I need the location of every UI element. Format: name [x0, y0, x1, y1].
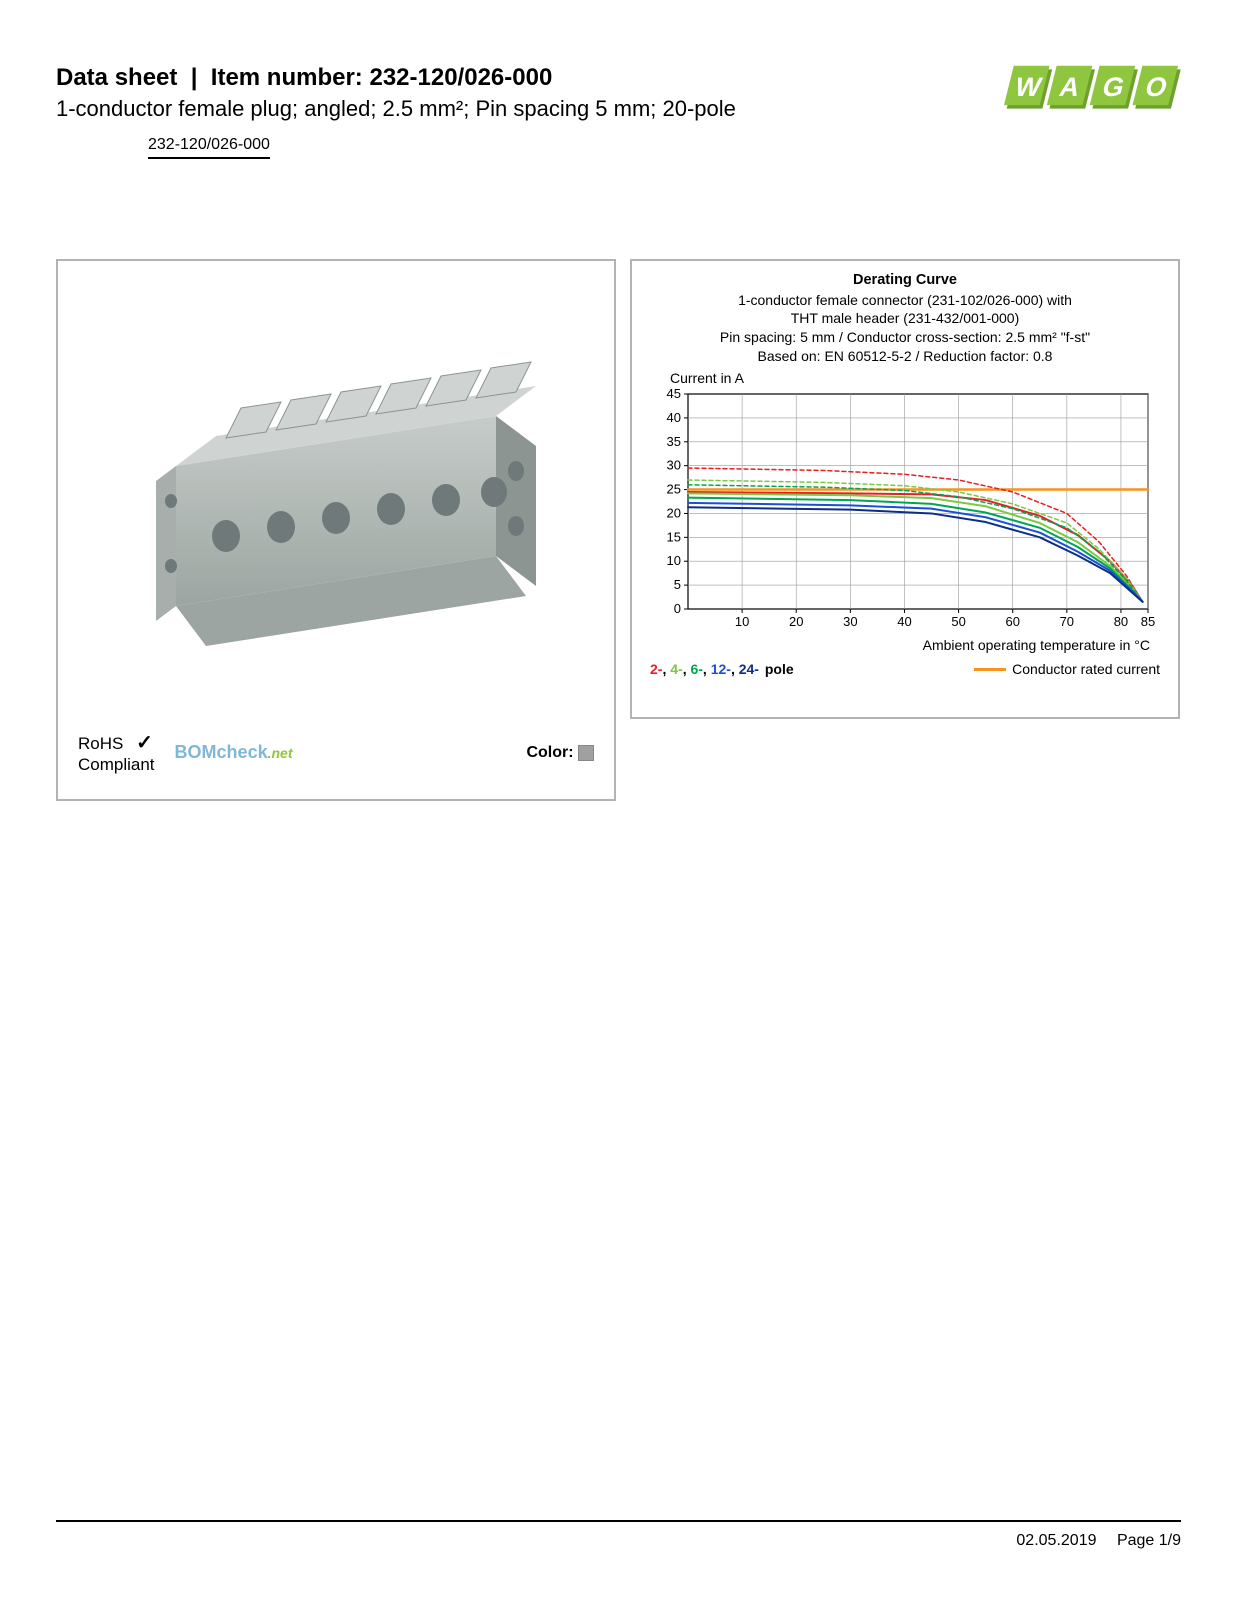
legend-suffix: pole: [765, 661, 794, 677]
chart-sub1: 1-conductor female connector (231-102/02…: [650, 291, 1160, 310]
svg-text:20: 20: [789, 614, 803, 629]
rated-label: Conductor rated current: [1012, 661, 1160, 677]
svg-text:5: 5: [674, 577, 681, 592]
subtitle: 1-conductor female plug; angled; 2.5 mm²…: [56, 96, 1001, 122]
item-number-label: Item number:: [211, 64, 363, 91]
svg-text:25: 25: [667, 482, 681, 497]
legend-2: 2-: [650, 661, 662, 677]
check-text: check: [217, 742, 268, 762]
footer-date: 02.05.2019: [1016, 1532, 1096, 1549]
chart-sub4: Based on: EN 60512-5-2 / Reduction facto…: [650, 347, 1160, 366]
title-line: Data sheet | Item number: 232-120/026-00…: [56, 64, 1001, 92]
svg-text:85: 85: [1141, 614, 1155, 629]
svg-text:80: 80: [1114, 614, 1128, 629]
legend-row: 2-, 4-, 6-, 12-, 24- pole Conductor rate…: [650, 661, 1160, 677]
svg-text:20: 20: [667, 506, 681, 521]
derating-chart: 0 5 10 15 20 25 30 35 40 45 10 20 30 40 50 60 70 80 85: [650, 388, 1160, 633]
legend-rated: Conductor rated current: [974, 661, 1160, 677]
legend-6: 6-: [690, 661, 702, 677]
svg-text:10: 10: [735, 614, 749, 629]
legend-12: 12-: [711, 661, 731, 677]
svg-text:40: 40: [897, 614, 911, 629]
color-label-block: Color:: [526, 744, 594, 762]
footer-page: Page 1/9: [1117, 1532, 1181, 1549]
legend-4: 4-: [670, 661, 682, 677]
data-sheet-label: Data sheet: [56, 64, 177, 91]
svg-text:30: 30: [843, 614, 857, 629]
svg-text:0: 0: [674, 601, 681, 616]
rohs-label: RoHS: [78, 734, 123, 753]
svg-text:50: 50: [951, 614, 965, 629]
product-image: [78, 301, 594, 691]
header-text-block: Data sheet | Item number: 232-120/026-00…: [56, 64, 1001, 159]
svg-text:40: 40: [667, 410, 681, 425]
x-axis-label: Ambient operating temperature in °C: [650, 637, 1160, 653]
rated-line-icon: [974, 668, 1006, 671]
svg-text:60: 60: [1005, 614, 1019, 629]
svg-text:10: 10: [667, 553, 681, 568]
svg-text:45: 45: [667, 388, 681, 401]
svg-text:35: 35: [667, 434, 681, 449]
bomcheck-logo: BOMcheck.net: [175, 742, 293, 763]
panels-row: RoHS ✓ Compliant BOMcheck.net Color: Der…: [0, 259, 1237, 801]
part-link[interactable]: 232-120/026-000: [148, 136, 270, 159]
chart-sub2: THT male header (231-432/001-000): [650, 309, 1160, 328]
product-panel: RoHS ✓ Compliant BOMcheck.net Color:: [56, 259, 616, 801]
page-header: Data sheet | Item number: 232-120/026-00…: [0, 0, 1237, 159]
chart-title-block: Derating Curve 1-conductor female connec…: [650, 271, 1160, 366]
item-number: 232-120/026-000: [369, 64, 552, 91]
color-swatch: [578, 745, 594, 761]
compliance-row: RoHS ✓ Compliant BOMcheck.net Color:: [78, 731, 594, 775]
svg-text:70: 70: [1060, 614, 1074, 629]
chart-title: Derating Curve: [650, 271, 1160, 291]
bom-text: BOM: [175, 742, 217, 762]
chart-panel: Derating Curve 1-conductor female connec…: [630, 259, 1180, 719]
compliant-label: Compliant: [78, 755, 155, 774]
rohs-block: RoHS ✓ Compliant: [78, 731, 155, 775]
legend-poles: 2-, 4-, 6-, 12-, 24- pole: [650, 661, 794, 677]
page-footer: 02.05.2019 Page 1/9: [56, 1520, 1181, 1550]
net-text: .net: [268, 745, 293, 761]
chart-sub3: Pin spacing: 5 mm / Conductor cross-sect…: [650, 328, 1160, 347]
wago-logo: W A G O: [1001, 64, 1181, 119]
y-axis-label: Current in A: [670, 370, 1160, 386]
svg-text:30: 30: [667, 458, 681, 473]
legend-24: 24-: [739, 661, 759, 677]
check-icon: ✓: [136, 732, 153, 754]
color-label: Color:: [526, 744, 573, 761]
svg-text:15: 15: [667, 529, 681, 544]
